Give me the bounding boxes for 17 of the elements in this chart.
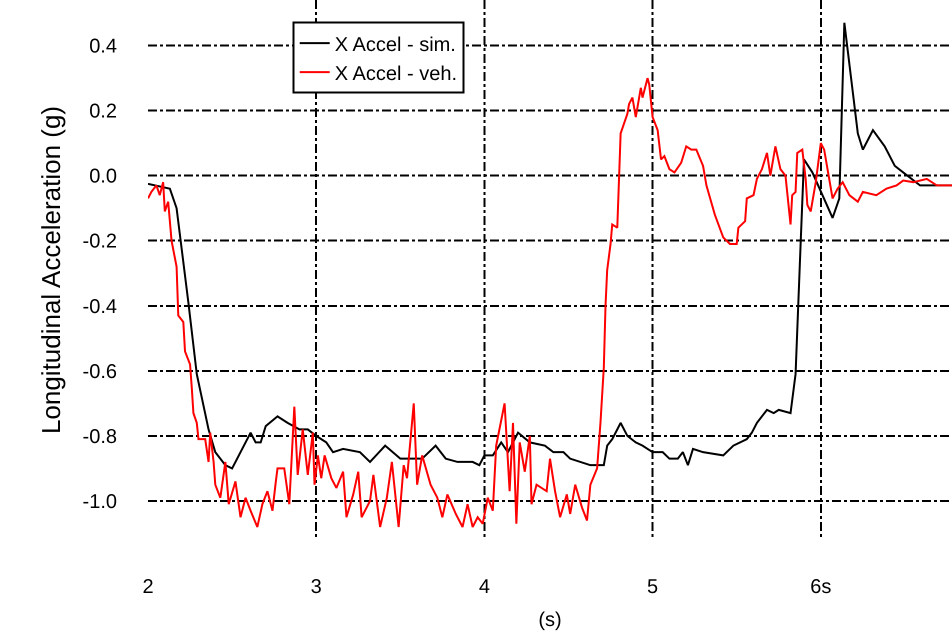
y-tick-label: -0.2 xyxy=(82,230,117,253)
x-tick-label: 3 xyxy=(310,576,322,598)
x-tick-label: 6s xyxy=(810,576,832,598)
y-tick-label: 0.4 xyxy=(89,36,117,58)
legend-label: X Accel - sim. xyxy=(334,34,456,56)
x-tick-label: 2 xyxy=(142,576,154,598)
x-axis-title: (s) xyxy=(538,609,562,631)
y-axis-title: Longitudinal Acceleration (g) xyxy=(36,106,66,434)
y-tick-label: -0.6 xyxy=(82,360,117,383)
x-tick-label: 5 xyxy=(647,576,658,598)
y-tick-label: 0.2 xyxy=(89,100,117,123)
y-tick-label: -0.8 xyxy=(82,426,117,448)
x-tick-label: 4 xyxy=(478,576,490,598)
y-tick-label: -0.4 xyxy=(82,296,117,318)
legend-label: X Accel - veh. xyxy=(334,62,457,85)
y-tick-label: -1.0 xyxy=(82,490,117,513)
y-tick-label: 0.0 xyxy=(89,166,117,188)
